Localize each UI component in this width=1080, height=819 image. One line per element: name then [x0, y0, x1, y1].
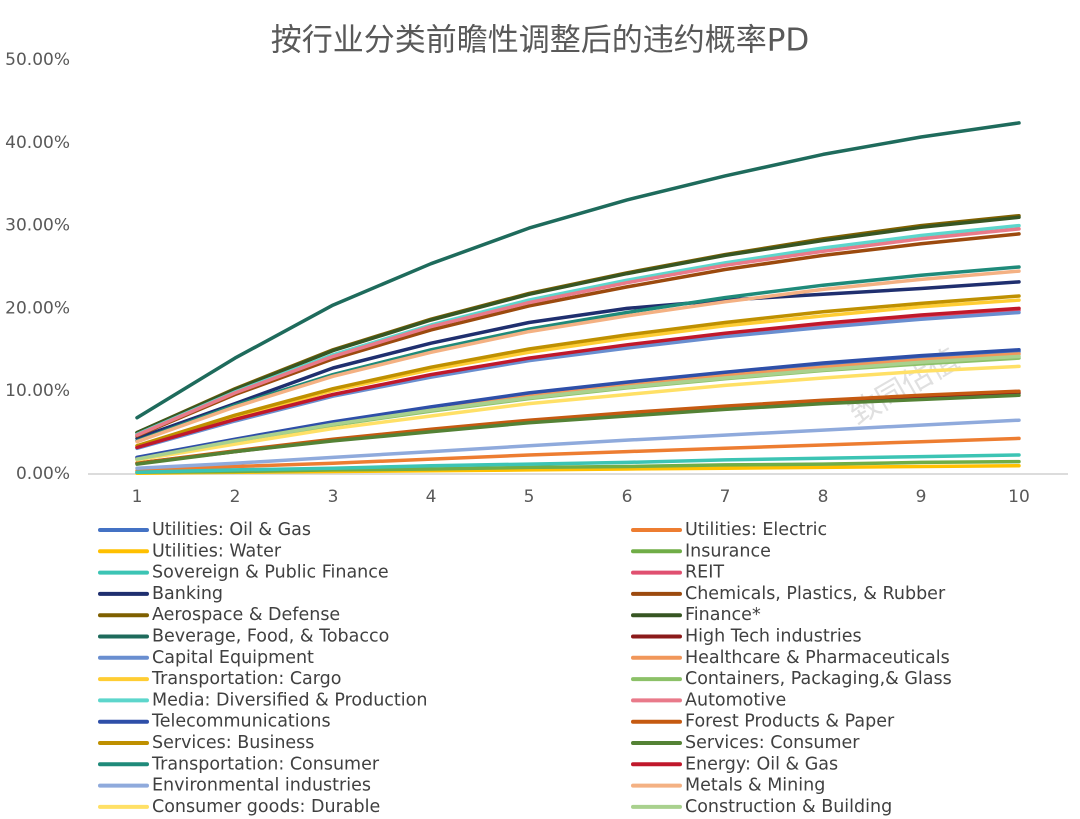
legend-label: Aerospace & Defense [152, 605, 340, 625]
legend-label: Healthcare & Pharmaceuticals [685, 648, 950, 668]
y-tick-label: 10.00% [5, 381, 70, 401]
legend-label: Transportation: Consumer [151, 754, 380, 774]
y-tick-label: 50.00% [5, 50, 70, 70]
chart-title: 按行业分类前瞻性调整后的违约概率PD [271, 23, 810, 59]
legend-label: Services: Consumer [685, 733, 860, 753]
x-tick-label: 3 [328, 487, 339, 507]
series-line [135, 306, 1021, 450]
legend-label: Transportation: Cargo [151, 669, 341, 689]
series-line [135, 280, 1021, 441]
legend-label: Telecommunications [151, 712, 331, 732]
series-line [135, 215, 1021, 435]
legend-label: Consumer goods: Durable [152, 797, 380, 817]
x-tick-label: 10 [1008, 487, 1030, 507]
legend-label: Metals & Mining [685, 776, 825, 796]
x-tick-label: 9 [916, 487, 927, 507]
legend-label: Containers, Packaging,& Glass [685, 669, 952, 689]
series-line [135, 232, 1021, 438]
legend-label: High Tech industries [685, 627, 862, 647]
legend-label: Insurance [685, 541, 771, 561]
x-tick-label: 5 [524, 487, 535, 507]
legend-label: Chemicals, Plastics, & Rubber [685, 584, 946, 604]
y-tick-label: 30.00% [5, 216, 70, 236]
legend-label: Sovereign & Public Finance [152, 563, 389, 583]
legend-label: Capital Equipment [152, 648, 314, 668]
series-line [135, 294, 1021, 448]
x-tick-label: 2 [230, 487, 241, 507]
x-tick-label: 1 [132, 487, 143, 507]
legend-label: Utilities: Water [152, 541, 282, 561]
legend-label: Media: Diversified & Production [152, 690, 427, 710]
series-line [135, 121, 1021, 420]
series-line [135, 348, 1021, 460]
legend-label: Services: Business [152, 733, 314, 753]
legend-label: Utilities: Electric [685, 520, 827, 540]
y-tick-label: 40.00% [5, 133, 70, 153]
series-line [135, 354, 1021, 461]
legend-label: REIT [685, 563, 724, 583]
series-line [135, 393, 1021, 466]
y-tick-label: 20.00% [5, 298, 70, 318]
series-line [135, 364, 1021, 462]
series-line [135, 418, 1021, 470]
x-tick-label: 7 [720, 487, 731, 507]
legend-label: Energy: Oil & Gas [685, 754, 838, 774]
legend-label: Automotive [685, 690, 786, 710]
legend-label: Utilities: Oil & Gas [152, 520, 311, 540]
y-tick-label: 0.00% [16, 464, 70, 484]
legend-label: Finance* [685, 605, 761, 625]
legend-label: Construction & Building [685, 797, 892, 817]
series-line [135, 227, 1021, 437]
x-tick-label: 4 [426, 487, 437, 507]
legend-label: Banking [152, 584, 223, 604]
legend-label: Beverage, Food, & Tobacco [152, 627, 389, 647]
series-line [135, 453, 1021, 475]
x-tick-label: 6 [622, 487, 633, 507]
x-tick-label: 8 [818, 487, 829, 507]
series-line [135, 436, 1021, 473]
legend-label: Environmental industries [152, 776, 371, 796]
series-line [135, 269, 1021, 444]
legend-label: Forest Products & Paper [685, 712, 895, 732]
